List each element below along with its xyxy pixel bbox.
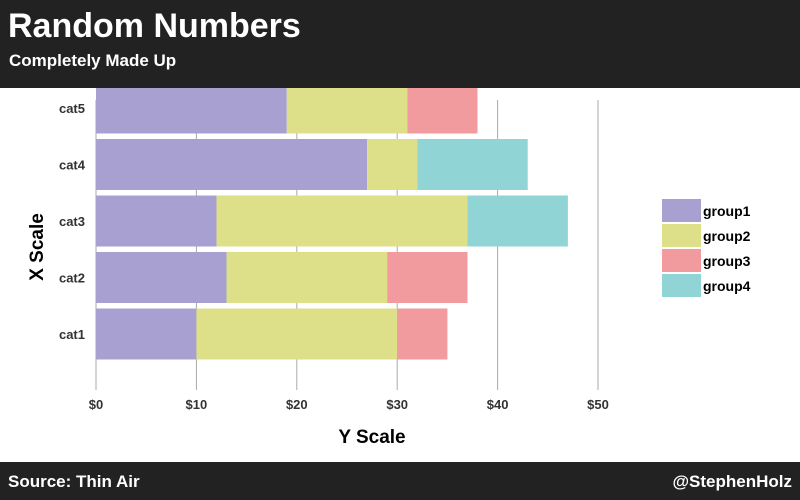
y-tick-label-cat4: cat4 <box>59 158 86 173</box>
bar-cat4-group1 <box>96 139 368 190</box>
y-tick-label-cat5: cat5 <box>59 101 85 116</box>
legend-swatch-group1 <box>662 199 701 222</box>
bar-cat3-group4 <box>467 195 568 247</box>
y-tick-label-cat2: cat2 <box>59 271 85 286</box>
bar-cat1-group2 <box>196 308 398 360</box>
y-axis-title: X Scale <box>27 213 48 281</box>
source-note: Source: Thin Air <box>8 472 140 491</box>
bar-cat1-group1 <box>96 308 197 360</box>
bar-cat3-group1 <box>96 195 217 247</box>
bar-cat5-group2 <box>286 88 408 134</box>
bar-cat1-group3 <box>397 308 448 360</box>
legend-swatch-group4 <box>662 274 701 297</box>
y-tick-label-cat1: cat1 <box>59 327 85 342</box>
bar-cat5-group3 <box>407 88 478 134</box>
bar-cat2-group3 <box>387 252 468 303</box>
x-tick-label-40: $40 <box>487 397 509 412</box>
y-tick-label-cat3: cat3 <box>59 214 85 229</box>
chart-header: Random Numbers Completely Made Up <box>0 0 800 88</box>
x-tick-label-20: $20 <box>286 397 308 412</box>
legend-label-group2: group2 <box>703 228 751 244</box>
bar-cat2-group1 <box>96 252 227 303</box>
bar-cat2-group2 <box>226 252 388 303</box>
chart-subtitle: Completely Made Up <box>9 51 177 70</box>
stacked-bar-chart: cat1 cat2 cat3 cat4 cat5 $0 $10 $20 $30 $40 $50 Y S… <box>27 88 751 448</box>
x-axis-title: Y Scale <box>338 427 405 448</box>
legend-swatch-group3 <box>662 249 701 272</box>
bar-cat4-group4 <box>417 139 528 190</box>
x-tick-label-10: $10 <box>186 397 208 412</box>
bar-cat3-group2 <box>216 195 468 247</box>
chart-footer: Source: Thin Air @StephenHolz <box>0 462 800 500</box>
bar-cat4-group2 <box>367 139 418 190</box>
chart-title: Random Numbers <box>8 7 301 45</box>
bar-cat5-group1 <box>96 88 287 134</box>
x-tick-label-30: $30 <box>386 397 408 412</box>
x-tick-label-0: $0 <box>89 397 103 412</box>
legend-label-group4: group4 <box>703 278 751 294</box>
legend-label-group1: group1 <box>703 203 751 219</box>
x-tick-label-50: $50 <box>587 397 609 412</box>
author-credit: @StephenHolz <box>672 472 792 491</box>
legend-swatch-group2 <box>662 224 701 247</box>
legend-label-group3: group3 <box>703 253 751 269</box>
